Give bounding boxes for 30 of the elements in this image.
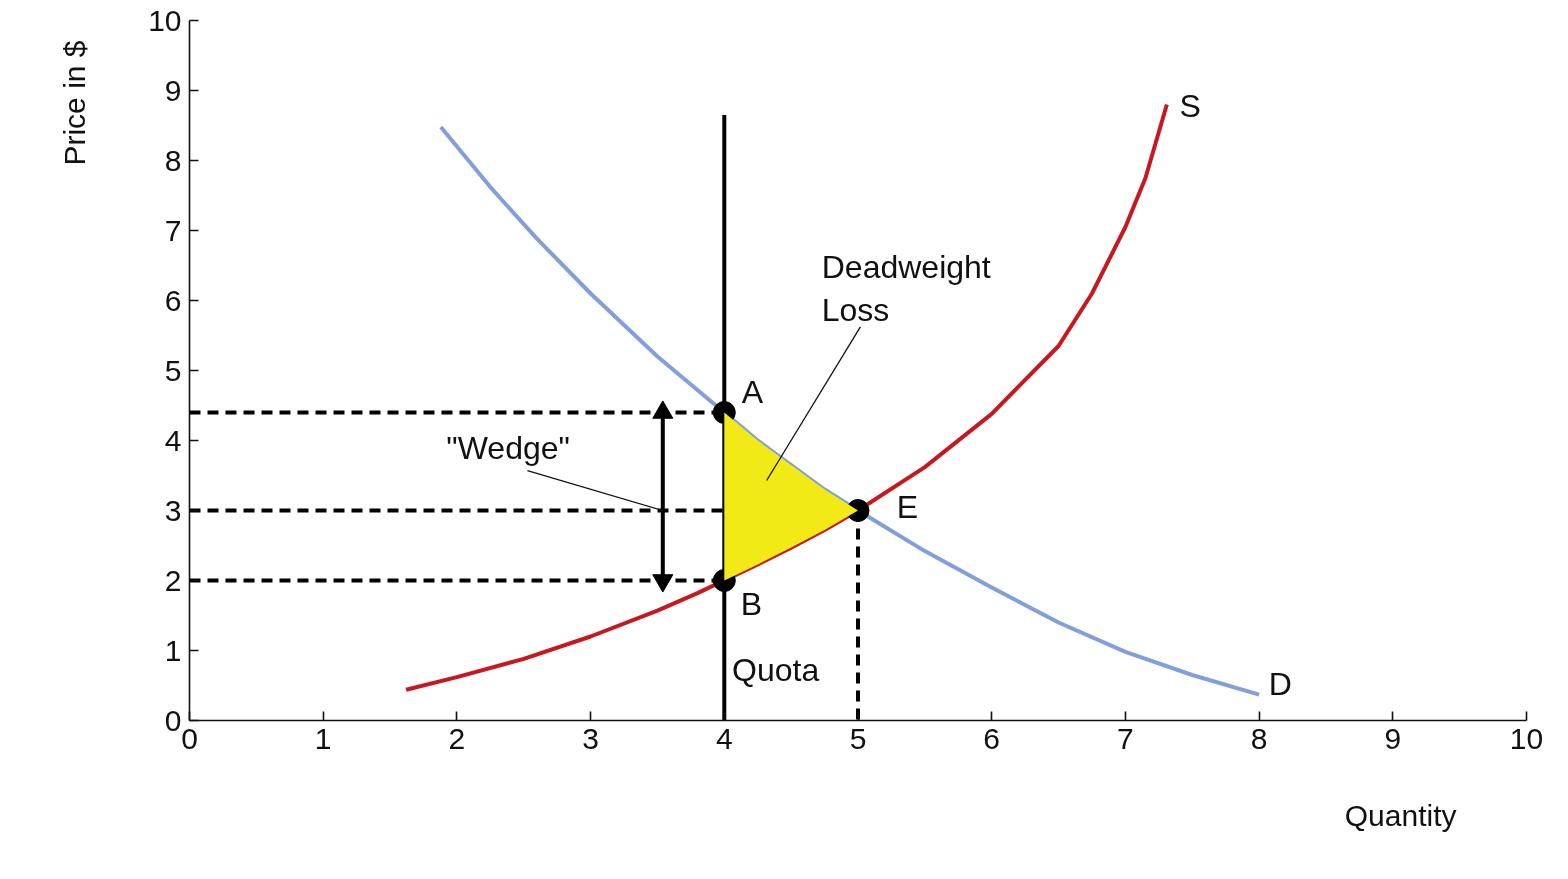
series-label: Quota <box>732 652 820 689</box>
y-tick-label: 1 <box>164 633 182 667</box>
series-label: D <box>1268 666 1292 703</box>
y-tick-label: 5 <box>164 353 182 387</box>
annotation: A <box>741 373 764 410</box>
x-tick-label: 2 <box>448 721 466 755</box>
x-tick-label: 1 <box>314 721 332 755</box>
y-tick-label: 10 <box>148 3 182 37</box>
x-tick-label: 8 <box>1250 721 1268 755</box>
x-tick-label: 5 <box>849 721 867 755</box>
y-tick-label: 2 <box>164 563 182 597</box>
y-axis-title: Price in $ <box>57 40 91 166</box>
annotation: B <box>740 586 763 623</box>
y-tick-label: 3 <box>164 493 182 527</box>
x-axis-title: Quantity <box>1344 798 1457 832</box>
x-tick-label: 9 <box>1384 721 1402 755</box>
x-tick-label: 10 <box>1509 721 1544 755</box>
x-tick-label: 3 <box>582 721 599 755</box>
annotation: "Wedge" <box>446 429 570 466</box>
y-tick-label: 8 <box>164 143 182 177</box>
y-tick-label: 6 <box>164 283 182 317</box>
annotation: E <box>896 488 919 525</box>
x-tick-label: 6 <box>983 721 1001 755</box>
series-label: S <box>1179 88 1201 125</box>
x-tick-label: 4 <box>715 721 733 755</box>
annotation: Deadweight Loss <box>821 249 991 329</box>
y-tick-label: 9 <box>164 73 182 107</box>
y-tick-label: 7 <box>164 213 182 247</box>
y-tick-label: 4 <box>164 423 182 457</box>
x-tick-label: 7 <box>1117 721 1134 755</box>
